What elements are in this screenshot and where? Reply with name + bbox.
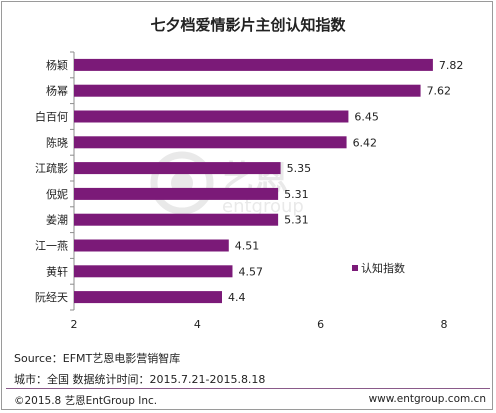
- category-label: 黄轩: [46, 264, 68, 278]
- value-label: 6.45: [354, 111, 379, 124]
- category-label: 姜潮: [46, 213, 68, 227]
- bar: [74, 136, 347, 149]
- footer-divider: [6, 388, 490, 389]
- bar: [74, 162, 281, 175]
- value-label: 7.82: [439, 59, 464, 72]
- category-label: 江一燕: [35, 240, 68, 253]
- x-tick-label: 2: [71, 318, 78, 331]
- website-link[interactable]: www.entgroup.com.cn: [368, 393, 486, 405]
- category-label: 杨幂: [46, 84, 68, 98]
- value-label: 5.31: [284, 188, 309, 201]
- category-label: 倪妮: [46, 187, 68, 201]
- bar: [74, 84, 421, 97]
- value-label: 4.4: [228, 291, 246, 304]
- copyright-text: ©2015.8 艺恩EntGroup Inc.: [14, 395, 158, 407]
- value-label: 4.57: [238, 265, 263, 278]
- bar: [74, 239, 229, 252]
- value-label: 6.42: [353, 136, 378, 149]
- category-label: 江疏影: [35, 161, 68, 175]
- value-label: 5.31: [284, 214, 309, 227]
- chart-title: 七夕档爱情影片主创认知指数: [150, 16, 346, 34]
- x-tick-label: 8: [441, 318, 448, 331]
- legend-swatch: [352, 265, 358, 271]
- x-tick-label: 4: [194, 318, 201, 331]
- value-label: 5.35: [287, 162, 312, 175]
- value-label: 7.62: [427, 85, 452, 98]
- category-label: 陈晓: [46, 135, 68, 149]
- bar: [74, 110, 349, 123]
- bar: [74, 265, 233, 278]
- bar: [74, 58, 433, 71]
- x-tick-label: 6: [317, 318, 324, 331]
- watermark-brand-latin: entgroup: [222, 196, 304, 217]
- category-label: 杨颖: [46, 58, 68, 72]
- bar: [74, 291, 222, 304]
- category-label: 阮经天: [35, 291, 68, 304]
- bar: [74, 213, 279, 226]
- value-label: 4.51: [235, 240, 259, 253]
- bar: [74, 187, 279, 200]
- scope-note: 城市：全国 数据统计时间：2015.7.21-2015.8.18: [14, 373, 266, 386]
- source-note: Source：EFMT艺恩电影营销智库: [14, 352, 181, 365]
- category-label: 白百何: [35, 110, 68, 124]
- legend-label: 认知指数: [361, 261, 405, 275]
